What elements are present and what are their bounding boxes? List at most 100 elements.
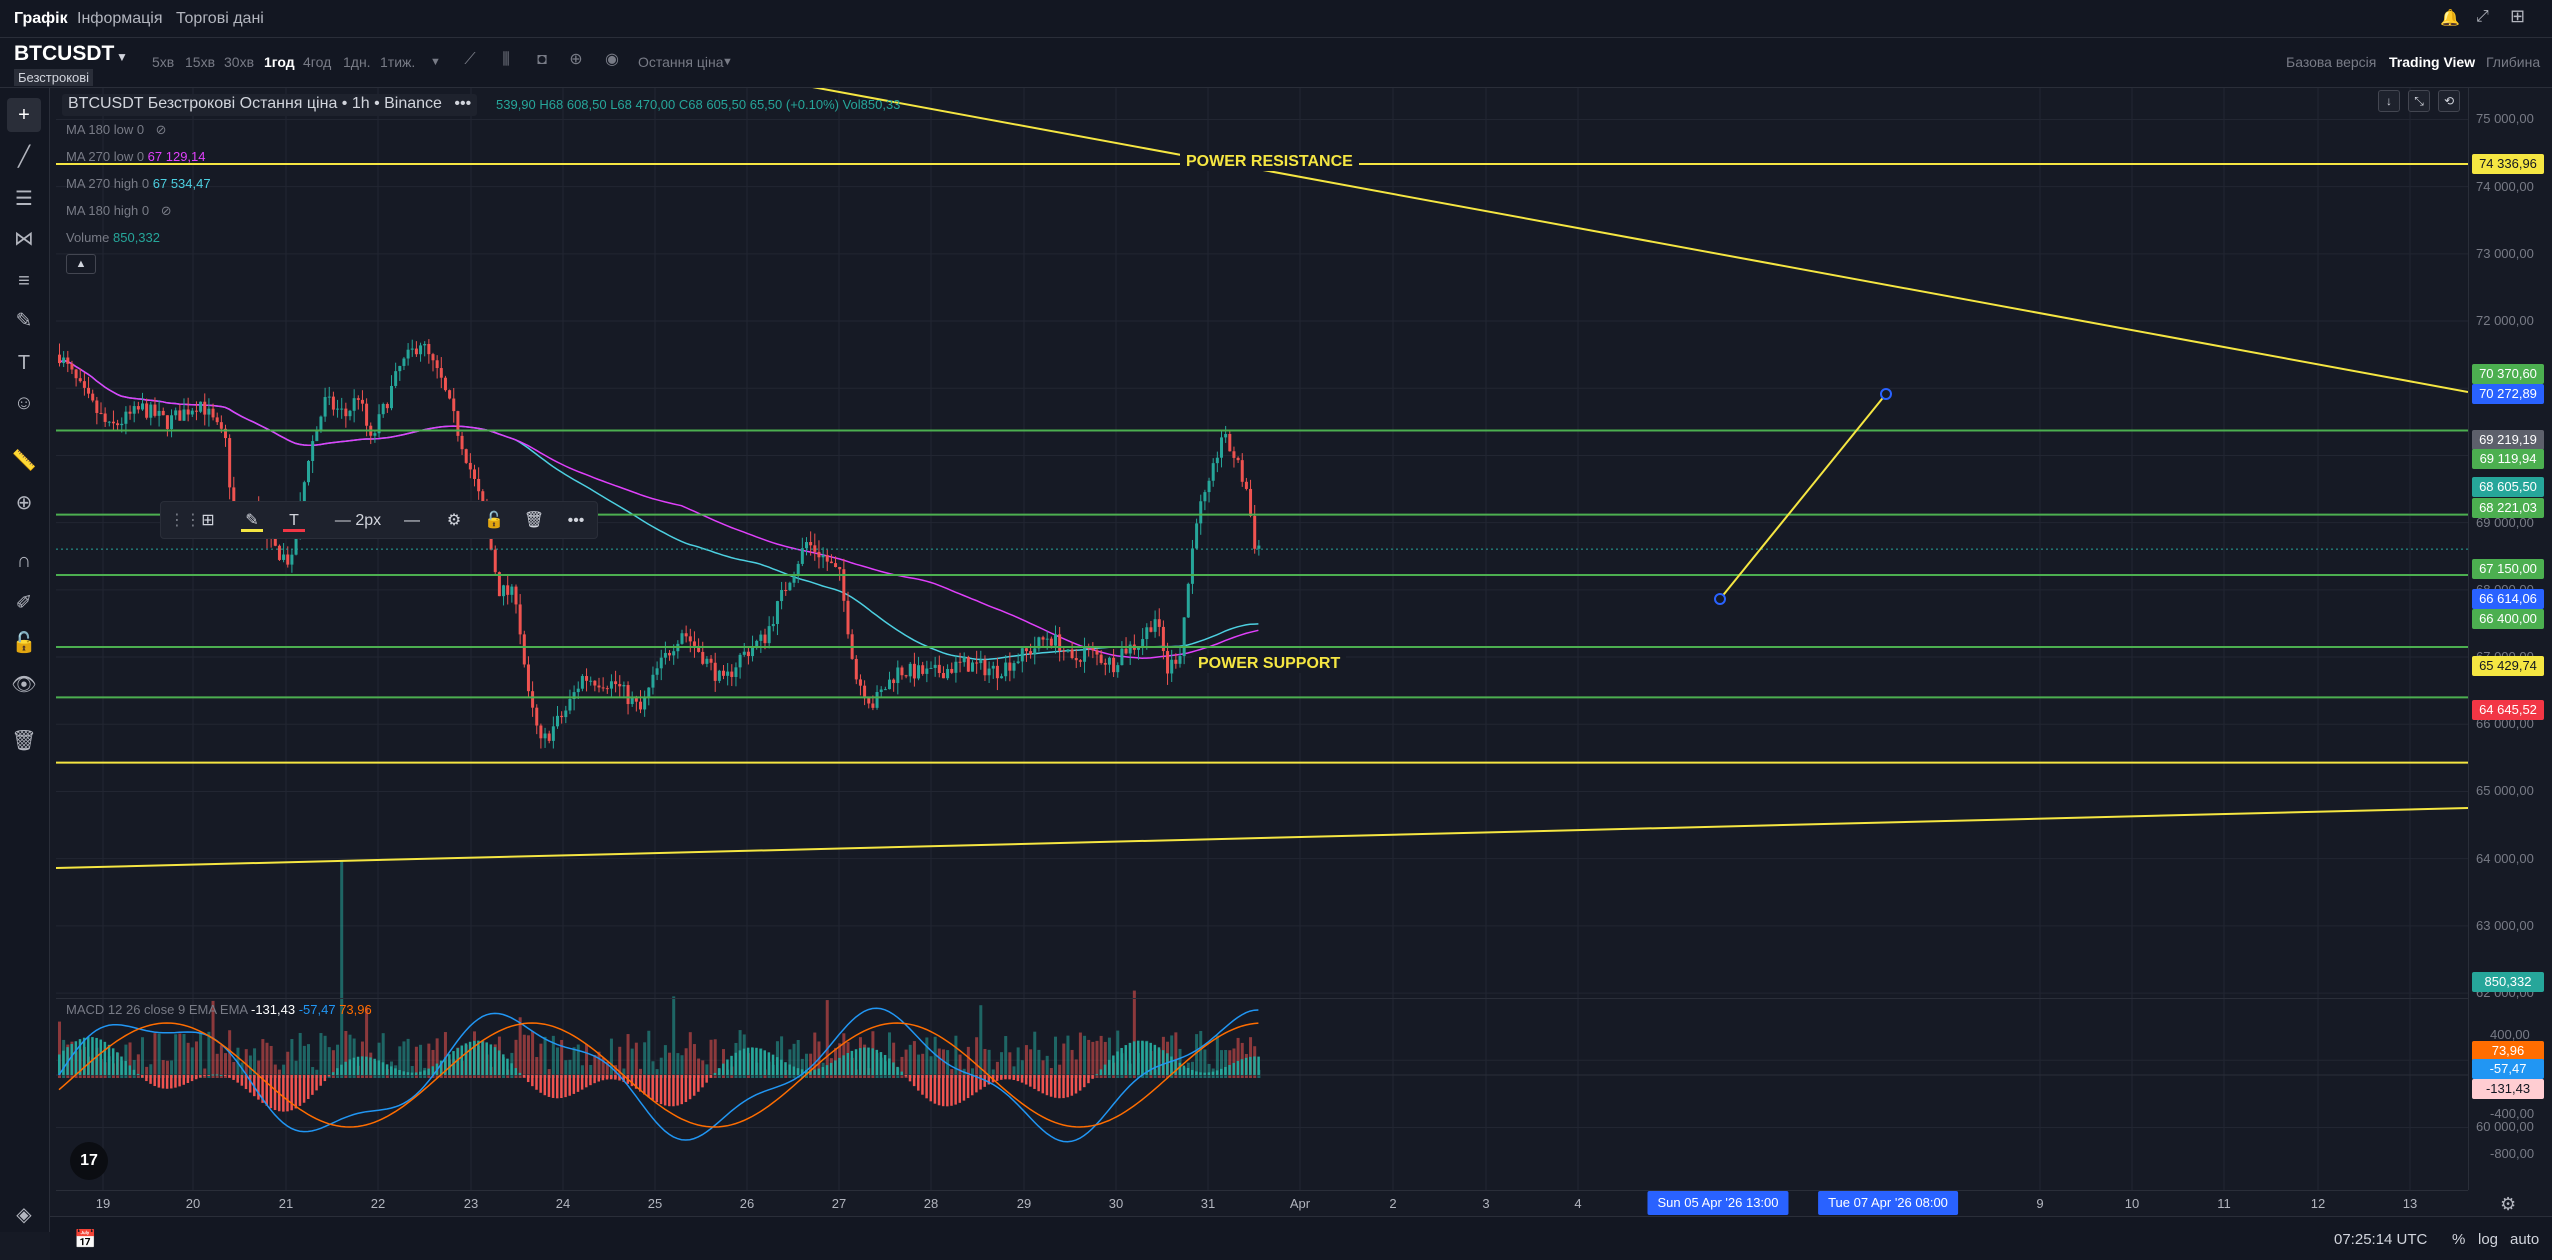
layout-grid-icon[interactable]: ⊞ (2510, 6, 2526, 26)
macd-hist-bar (846, 1052, 849, 1075)
text-color-icon[interactable]: T (283, 510, 305, 532)
ruler-icon[interactable]: 📏 (11, 450, 37, 472)
price-pill: 69 119,94 (2472, 449, 2544, 469)
power-resistance-label[interactable]: POWER RESISTANCE (1180, 153, 1359, 171)
camera-icon[interactable]: ◘ (537, 51, 547, 68)
expand-icon[interactable]: ⤢ (2476, 8, 2489, 25)
line-style-icon[interactable]: — (404, 512, 420, 529)
refresh-icon[interactable]: ⟲ (2438, 90, 2460, 112)
auto-toggle[interactable]: auto (2510, 1231, 2540, 1248)
timeframe-5m[interactable]: 5хв (152, 54, 175, 70)
symbol-name[interactable]: BTCUSDT (14, 42, 115, 65)
pane-divider[interactable] (56, 998, 2468, 999)
zoom-in-icon[interactable]: ⊕ (15, 492, 33, 514)
timeframe-30m[interactable]: 30хв (224, 54, 255, 70)
timeframe-1h[interactable]: 1год (264, 54, 295, 70)
trash-icon[interactable]: 🗑 (11, 730, 37, 752)
legend-volume[interactable]: Volume 850,332 (66, 230, 160, 245)
utc-clock[interactable]: 07:25:14 UTC (2334, 1231, 2428, 1248)
macd-hist-bar (717, 1068, 721, 1075)
price-type-chevron-icon[interactable]: ▼ (722, 56, 733, 68)
tab-trading-data[interactable]: Торгові дані (176, 10, 264, 27)
replay-icon[interactable]: ◉ (605, 51, 619, 68)
price-chart[interactable] (56, 88, 2468, 1190)
price-pill: 66 614,06 (2472, 589, 2544, 609)
eye-icon[interactable]: 👁 (11, 674, 37, 696)
legend-ma-180-low[interactable]: MA 180 low 0 ⊘ (66, 122, 167, 138)
view-tradingview[interactable]: Trading View (2389, 54, 2476, 70)
timeframe-1w[interactable]: 1тиж. (380, 54, 416, 70)
download-icon[interactable]: ↓ (2378, 90, 2400, 112)
view-depth[interactable]: Глибина (2486, 54, 2541, 70)
layers-icon[interactable]: ◈ (16, 1204, 32, 1226)
fib-icon[interactable]: ≡ (18, 270, 30, 292)
legend-ma-270-low[interactable]: MA 270 low 0 67 129,14 (66, 149, 206, 164)
macd-hist-bar (879, 1052, 883, 1075)
more-dots-icon[interactable]: ••• (454, 95, 472, 112)
magnet-icon[interactable]: ∩ (16, 550, 32, 572)
tab-chart[interactable]: Графік (14, 10, 68, 27)
lock-drawing-icon[interactable]: ✐ (15, 592, 33, 614)
candle-body (165, 415, 169, 429)
candle-body (950, 668, 954, 673)
line-width-button[interactable]: — 2px (334, 512, 382, 529)
macd-hist-bar (746, 1047, 750, 1075)
settings-gear-icon[interactable]: ⚙ (446, 512, 462, 529)
tradingview-logo-icon[interactable]: 17 (70, 1142, 108, 1180)
candle-body (99, 412, 103, 414)
macd-hist-bar (161, 1075, 165, 1089)
emoji-icon[interactable]: ☺ (13, 392, 35, 414)
timeframe-more-chevron-icon[interactable]: ▼ (430, 56, 441, 68)
bell-icon[interactable]: 🔔 (2440, 10, 2460, 27)
volume-bar (294, 1060, 298, 1078)
macd-hist-bar (585, 1075, 588, 1088)
volume-bar (410, 1065, 414, 1078)
eye-hidden-icon[interactable]: ⊘ (155, 122, 167, 137)
view-basic[interactable]: Базова версія (2286, 54, 2377, 70)
text-tool-icon[interactable]: T (17, 352, 31, 374)
timeframe-15m[interactable]: 15хв (185, 54, 216, 70)
pattern-icon[interactable]: ⋈ (14, 228, 34, 250)
macd-hist-bar (742, 1048, 746, 1075)
power-support-label[interactable]: POWER SUPPORT (1192, 655, 1347, 673)
price-axis[interactable] (2468, 88, 2552, 1190)
volume-name: Volume (66, 230, 110, 245)
calendar-range-icon[interactable]: 📅 (74, 1229, 97, 1249)
delete-trash-icon[interactable]: 🗑 (523, 512, 545, 529)
chevron-down-icon[interactable]: ▼ (116, 50, 128, 64)
crosshair-icon[interactable]: + (7, 98, 41, 132)
horizontal-lines-icon[interactable]: ☰ (15, 188, 33, 210)
template-icon[interactable]: ⊞ (201, 512, 215, 529)
trend-line-icon[interactable]: ╱ (17, 146, 31, 168)
collapse-legend-chevron-up-icon[interactable]: ▲ (66, 254, 96, 274)
indicators-icon[interactable]: ⟋ (464, 51, 476, 68)
line-color-pencil-icon[interactable]: ✎ (241, 510, 263, 532)
legend-macd[interactable]: MACD 12 26 close 9 EMA EMA -131,43 -57,4… (66, 1002, 372, 1017)
volume-bar (568, 1059, 572, 1078)
timeframe-4h[interactable]: 4год (303, 54, 332, 70)
more-options-icon[interactable]: ••• (567, 512, 585, 529)
lock-icon[interactable]: 🔓 (11, 632, 37, 654)
drag-handle-icon[interactable]: ⋮⋮ (169, 512, 201, 529)
eye-hidden-icon-2[interactable]: ⊘ (160, 203, 172, 218)
legend-ma-180-high[interactable]: MA 180 high 0 ⊘ (66, 203, 172, 219)
brush-icon[interactable]: ✎ (15, 310, 33, 332)
legend-title[interactable]: BTCUSDT Безстрокові Остання ціна • 1h • … (62, 94, 478, 116)
legend-ma-270-high[interactable]: MA 270 high 0 67 534,47 (66, 176, 211, 191)
percent-toggle[interactable]: % (2452, 1231, 2466, 1248)
candle-body (477, 478, 481, 492)
fullscreen-icon[interactable]: ⤡ (2408, 90, 2430, 112)
time-axis[interactable] (56, 1190, 2468, 1216)
lock-toggle-icon[interactable]: 🔓 (484, 512, 504, 529)
price-type-dropdown[interactable]: Остання ціна (638, 54, 724, 70)
add-icon[interactable]: ⊕ (569, 51, 583, 68)
log-toggle[interactable]: log (2478, 1231, 2499, 1248)
tab-info[interactable]: Інформація (77, 10, 163, 27)
candle-type-icon[interactable]: ⫼ (502, 51, 510, 68)
candle-body (713, 662, 717, 681)
timeframe-1d[interactable]: 1дн. (343, 54, 371, 70)
volume-bar (888, 1032, 891, 1078)
volume-bar (979, 1005, 983, 1078)
macd-hist-bar (448, 1054, 451, 1075)
axis-settings-gear-icon[interactable]: ⚙ (2500, 1194, 2517, 1214)
